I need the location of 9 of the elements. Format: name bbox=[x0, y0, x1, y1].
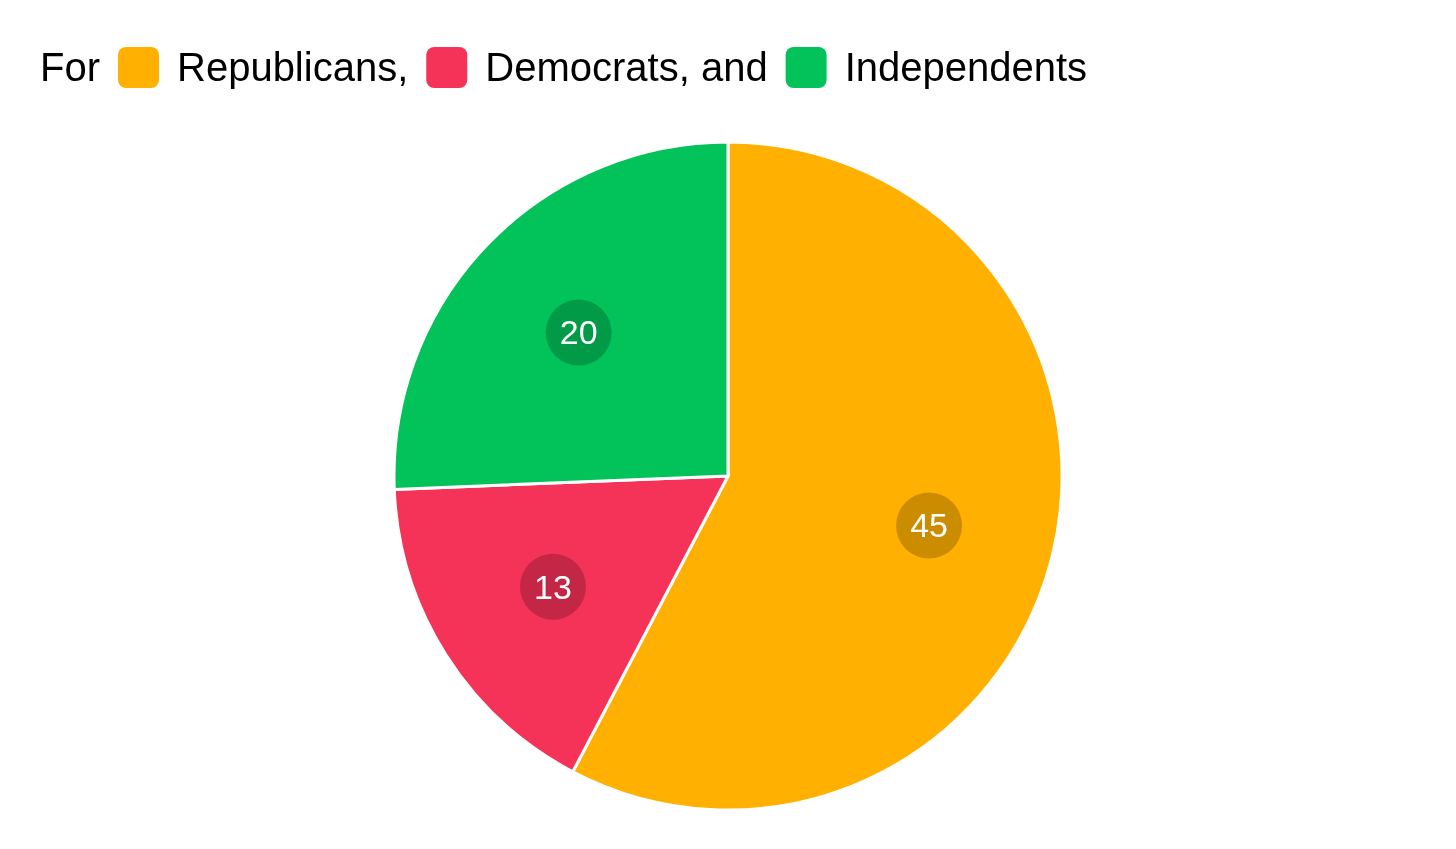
text: , bbox=[397, 45, 409, 89]
data-label: 13 bbox=[534, 567, 572, 606]
text: , and bbox=[678, 45, 768, 89]
data-label: 20 bbox=[559, 313, 598, 352]
legend-label: Democrats bbox=[485, 45, 679, 89]
legend-title: For bbox=[40, 45, 100, 89]
legend-label: Independents bbox=[844, 45, 1088, 89]
data-label: 45 bbox=[910, 506, 948, 545]
legend-label: Republicans bbox=[177, 45, 398, 89]
